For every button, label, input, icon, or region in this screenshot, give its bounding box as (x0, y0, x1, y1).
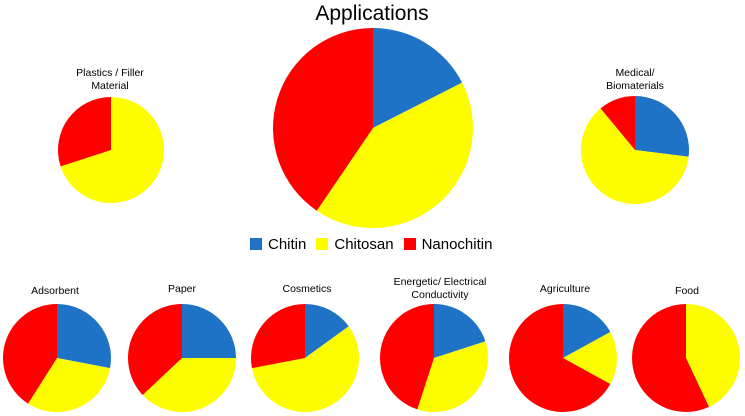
main-title: Applications (315, 2, 429, 25)
pie-title-medical: Medical/ Biomaterials (606, 67, 664, 92)
legend-item-chitosan: Chitosan (316, 235, 394, 253)
pie-title-paper: Paper (167, 283, 197, 295)
legend-item-chitin: Chitin (250, 236, 306, 253)
pie-title-food: Food (675, 285, 699, 297)
pie-title-energetic: Energetic/ Electrical Conductivity (393, 276, 487, 301)
legend-label-chitosan: Chitosan (334, 235, 394, 253)
pie-plastics-slice-chitosan (60, 97, 164, 204)
legend-label-nanochitin: Nanochitin (421, 235, 493, 253)
pie-food-slice-nanochitin (632, 304, 709, 412)
pie-title-agriculture: Agriculture (539, 283, 591, 295)
pie-title-cosmetics: Cosmetics (282, 283, 332, 295)
pie-adsorbent-slice-nanochitin (2, 304, 58, 404)
pie-applications-slice-chitin (373, 28, 463, 128)
pie-plastics-slice-nanochitin (57, 97, 111, 167)
legend-swatch-chitosan (316, 238, 329, 250)
pie-agriculture-slice-chitin (563, 304, 611, 358)
pie-applications-slice-chitosan (316, 82, 473, 229)
pie-adsorbent-slice-chitosan (28, 358, 111, 413)
pie-adsorbent-slice-chitin (57, 304, 111, 369)
pie-energetic-slice-chitin (434, 304, 486, 358)
pie-applications-slice-nanochitin (273, 28, 373, 211)
pie-title-plastics: Plastics / Filler Material (76, 67, 144, 92)
legend-label-chitin: Chitin (268, 235, 307, 253)
pie-agriculture-slice-chitosan (563, 331, 617, 385)
pie-energetic-slice-chitosan (417, 341, 488, 412)
pie-paper-slice-chitosan (142, 358, 236, 413)
pie-medical-slice-chitosan (581, 108, 689, 205)
pie-cosmetics-slice-chitosan (251, 326, 359, 412)
pie-medical-slice-nanochitin (600, 96, 635, 150)
pie-food-slice-chitosan (686, 304, 740, 407)
pie-agriculture-slice-nanochitin (509, 303, 611, 412)
pie-cosmetics-slice-nanochitin (250, 304, 305, 369)
legend: Chitin Chitosan Nanochitin (250, 233, 510, 255)
legend-item-nanochitin: Nanochitin (403, 235, 493, 253)
pie-energetic-slice-nanochitin (380, 304, 434, 410)
legend-swatch-nanochitin (403, 238, 416, 250)
pie-medical-slice-chitin (635, 96, 689, 157)
pie-paper-slice-nanochitin (127, 304, 182, 395)
pie-paper-slice-chitin (182, 304, 236, 358)
pie-title-adsorbent: Adsorbent (31, 285, 79, 297)
legend-swatch-chitin (250, 238, 262, 250)
pie-cosmetics-slice-chitin (305, 304, 349, 358)
